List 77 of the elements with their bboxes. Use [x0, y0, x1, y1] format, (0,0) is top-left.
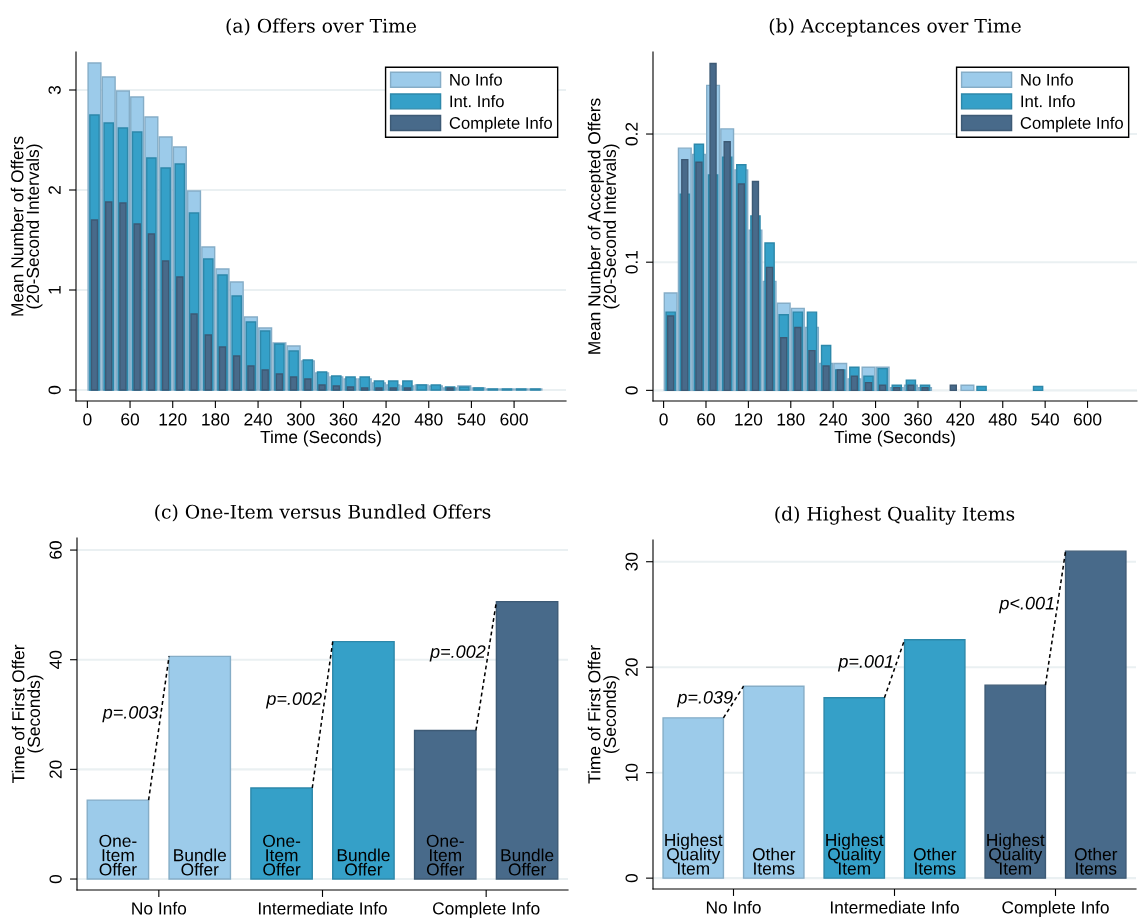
legend-label: Complete Info [1020, 116, 1123, 133]
y-tick-label: 0 [49, 874, 62, 884]
annotation: p<.001 [998, 596, 1054, 614]
x-tick-label: 480 [414, 413, 443, 426]
legend-label: Complete Info [449, 116, 552, 133]
y-tick-label: 40 [49, 650, 62, 669]
x-tick-label: 0 [83, 413, 92, 426]
x-tick-label: 180 [202, 413, 230, 426]
x-tick-label: 180 [777, 413, 805, 426]
x-tick-label: 120 [735, 413, 763, 426]
x-tick-label: 300 [861, 413, 890, 426]
series-label: Bundle Offer [501, 848, 554, 876]
x-tick-label: 480 [988, 413, 1017, 426]
annotation: p=.001 [837, 655, 893, 672]
series-label: Bundle Offer [174, 848, 227, 876]
x-axis-title: Time (Seconds) [260, 430, 381, 447]
legend-label: Int. Info [450, 95, 504, 108]
x-tick-label: 540 [457, 413, 486, 426]
y-tick-label: 3 [48, 85, 61, 95]
series-label: Highest Quality Item [826, 833, 884, 875]
y-tick-label: 20 [49, 760, 62, 779]
annotation: p=.002 [265, 692, 322, 709]
legend-label: No Info [450, 73, 502, 86]
series-label: Other Items [752, 847, 796, 875]
y-axis-title: Mean Number of Accepted Offers (20-Second Intervals) [587, 98, 620, 354]
x-tick-label: 300 [286, 413, 315, 426]
x-tick-label: 540 [1031, 413, 1059, 426]
y-tick-label: 0.2 [625, 122, 638, 146]
chart-title: (d) Highest Quality Items [775, 506, 1015, 525]
chart-title: (a) Offers over Time [226, 18, 417, 36]
legend-label: Int. Info [1021, 95, 1075, 108]
y-axis-title: Mean Number of Offers (20-Second Intervals) [10, 136, 43, 316]
y-tick-label: 2 [48, 186, 61, 194]
x-tick-label: 60 [121, 413, 140, 426]
y-tick-label: 0 [48, 385, 61, 395]
x-tick-label: No Info [132, 901, 187, 915]
x-tick-label: 360 [329, 413, 358, 426]
x-tick-label: 240 [244, 413, 272, 426]
y-tick-label: 1 [48, 286, 61, 294]
y-tick-label: 10 [625, 763, 638, 781]
x-tick-label: 600 [1073, 413, 1102, 426]
series-label: One- Item Offer [426, 834, 465, 876]
series-label: Other Items [913, 847, 957, 875]
chart-title: (c) One-Item versus Bundled Offers [155, 504, 491, 522]
series-label: One- Item Offer [99, 834, 137, 876]
series-label: Highest Quality Item [665, 833, 723, 875]
chart-title: (b) Acceptances over Time [769, 18, 1021, 37]
annotation: p=.039 [676, 690, 733, 708]
x-tick-label: 240 [819, 413, 847, 426]
x-tick-label: Intermediate Info [830, 900, 959, 914]
y-tick-label: 0 [625, 386, 638, 395]
x-tick-label: 600 [500, 413, 528, 426]
series-label: Bundle Offer [337, 848, 390, 876]
annotation: p=.002 [429, 645, 486, 662]
y-axis-title: Time of First Offer (Seconds) [11, 644, 44, 784]
series-label: Other Items [1074, 847, 1118, 875]
y-tick-label: 60 [49, 541, 62, 559]
x-tick-label: 120 [159, 413, 187, 426]
y-tick-label: 30 [625, 552, 638, 571]
x-tick-label: 60 [697, 413, 715, 426]
y-axis-title: Time of First Offer (Seconds) [587, 645, 620, 784]
x-tick-label: Intermediate Info [258, 901, 387, 915]
y-tick-label: 20 [625, 658, 638, 676]
x-tick-label: 420 [371, 413, 400, 426]
x-tick-label: 420 [946, 413, 975, 426]
x-tick-label: 360 [904, 413, 932, 426]
x-tick-label: Complete Info [433, 901, 540, 918]
x-axis-title: Time (Seconds) [834, 430, 955, 447]
x-tick-label: 0 [659, 413, 668, 426]
x-tick-label: Complete Info [1002, 900, 1109, 917]
legend-label: No Info [1021, 73, 1073, 86]
x-tick-label: No Info [706, 900, 761, 914]
annotation: p=.003 [102, 705, 159, 723]
y-tick-label: 0.1 [625, 250, 638, 274]
series-label: Highest Quality Item [987, 833, 1045, 875]
series-label: One- Item Offer [263, 834, 301, 876]
y-tick-label: 0 [625, 873, 638, 883]
